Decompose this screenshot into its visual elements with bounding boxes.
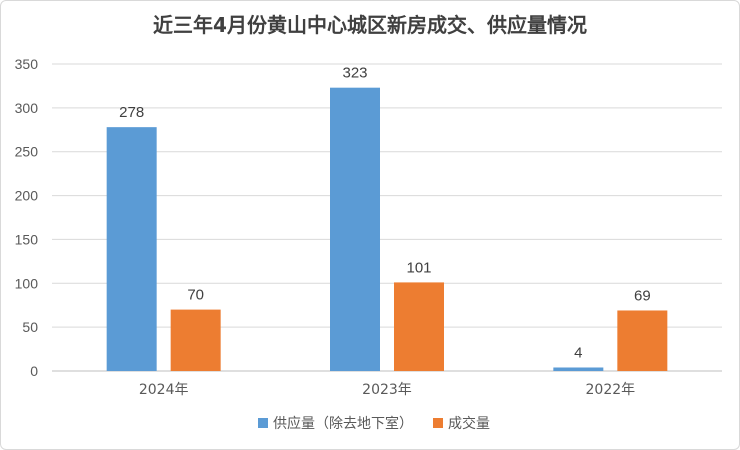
y-tick-label: 150 [15, 231, 39, 247]
chart-title: 近三年4月份黄山中心城区新房成交、供应量情况 [153, 13, 587, 37]
bar [617, 310, 668, 371]
bars [106, 87, 668, 371]
bar [170, 309, 221, 371]
y-tick-label: 250 [15, 144, 39, 160]
legend-swatch [258, 418, 268, 428]
x-axis: 2024年 2023年 2022年 [139, 382, 635, 398]
data-label: 101 [406, 259, 431, 276]
x-tick-label: 2022年 [586, 382, 636, 398]
legend-label: 成交量 [448, 415, 490, 432]
data-label: 70 [187, 287, 204, 304]
y-tick-label: 0 [30, 363, 38, 379]
x-tick-label: 2023年 [362, 382, 412, 398]
bar [106, 127, 157, 371]
data-label: 4 [574, 344, 582, 361]
grid-lines [52, 63, 722, 372]
data-label: 323 [342, 65, 367, 82]
bar [394, 282, 444, 371]
legend-swatch [433, 418, 443, 428]
x-tick-label: 2024年 [139, 382, 189, 398]
y-axis: 0 50 100 150 200 250 300 350 [15, 56, 39, 379]
bar [553, 367, 604, 371]
data-label: 278 [119, 104, 144, 121]
data-label: 69 [634, 287, 651, 304]
y-tick-label: 350 [15, 56, 39, 72]
legend-label: 供应量（除去地下室） [273, 415, 413, 432]
legend: 供应量（除去地下室） 成交量 [258, 415, 490, 432]
y-tick-label: 50 [22, 319, 38, 335]
data-labels: 278 70 323 101 4 69 [119, 65, 651, 362]
y-tick-label: 300 [15, 100, 39, 116]
y-tick-label: 200 [15, 188, 39, 204]
y-tick-label: 100 [15, 275, 39, 291]
bar [330, 87, 380, 371]
